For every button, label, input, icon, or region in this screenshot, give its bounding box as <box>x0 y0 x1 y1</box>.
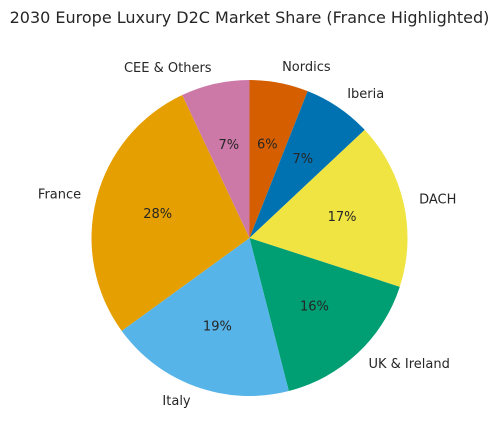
pie-labels: 6% Nordics 7% Iberia 17% DACH 16% UK & Ireland 1… <box>38 60 456 409</box>
pie-pct-label-uk-and-ireland: 16% <box>300 300 329 315</box>
pie-slice-dach <box>249 129 408 287</box>
pie-pct-label-dach: 17% <box>328 210 357 225</box>
pie-slice-italy <box>121 238 289 397</box>
pie-slices <box>91 80 408 397</box>
pie-label-uk-and-ireland: UK & Ireland <box>368 357 449 372</box>
pie-slice-uk-and-ireland <box>249 238 400 392</box>
pie-pct-label-nordics: 6% <box>257 137 278 152</box>
pie-label-cee-and-others: CEE & Others <box>124 61 212 76</box>
pie-label-nordics: Nordics <box>282 60 331 75</box>
pie-label-italy: Italy <box>162 394 191 409</box>
pie-label-dach: DACH <box>419 193 456 208</box>
pie-pct-label-cee-and-others: 7% <box>219 138 240 153</box>
pie-slice-cee-and-others <box>182 80 250 238</box>
pie-pct-label-iberia: 7% <box>292 152 313 167</box>
pie-label-france: France <box>38 187 81 202</box>
pie-slice-iberia <box>249 91 365 238</box>
pie-slice-nordics <box>249 80 308 238</box>
pie-pct-label-italy: 19% <box>203 320 232 335</box>
pie-label-iberia: Iberia <box>347 87 384 102</box>
pie-slice-france <box>91 95 250 331</box>
pie-pct-label-france: 28% <box>143 207 172 222</box>
chart-title: 2030 Europe Luxury D2C Market Share (Fra… <box>10 8 490 27</box>
